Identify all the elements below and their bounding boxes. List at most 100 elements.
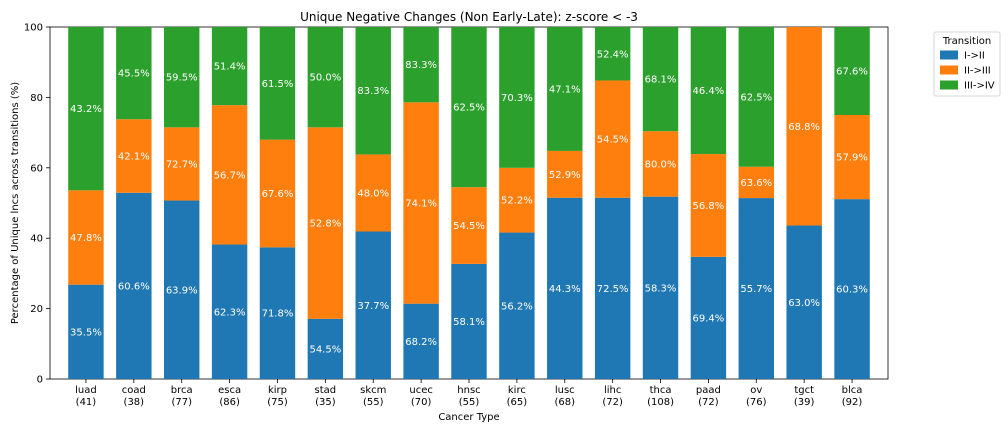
x-tick-label: blca: [842, 385, 863, 396]
bar-data-label: 52.9%: [549, 170, 581, 181]
bar-data-label: 47.1%: [549, 84, 581, 95]
bar-segment-coad-s1: [116, 119, 152, 193]
bar-segment-thca-s1: [642, 131, 679, 197]
bar-data-label: 62.5%: [453, 103, 485, 114]
bar-data-label: 67.6%: [836, 67, 868, 78]
bar-data-label: 58.3%: [645, 283, 677, 294]
bar-data-label: 50.0%: [309, 73, 341, 84]
x-axis: luad(41) coad(38) brca(77) esca(86) kirp(75)…: [75, 379, 862, 408]
bar-data-label: 42.1%: [118, 152, 150, 163]
bar-data-label: 52.8%: [309, 219, 341, 230]
bar-data-label: 62.3%: [214, 307, 246, 318]
x-tick-label: coad: [122, 385, 146, 396]
x-tick-count-label: (72): [698, 397, 719, 408]
bar-data-label: 83.3%: [357, 86, 389, 97]
bar-segment-tgct-s1: [786, 27, 822, 226]
x-axis-label: Cancer Type: [438, 412, 499, 423]
x-tick-count-label: (92): [842, 397, 863, 408]
bar-segment-lusc-s0: [547, 197, 583, 379]
bar-data-label: 63.6%: [740, 178, 772, 189]
bar-data-label: 71.8%: [262, 309, 294, 320]
bar-segment-brca-s2: [163, 27, 200, 128]
x-tick-count-label: (75): [267, 397, 288, 408]
x-tick-count-label: (41): [76, 397, 97, 408]
y-tick-label: 0: [37, 375, 43, 386]
x-tick-label: thca: [650, 385, 672, 396]
bar-segment-lihc-s0: [594, 197, 631, 379]
x-tick-label: paad: [696, 385, 721, 396]
legend-title: Transition: [942, 36, 991, 47]
legend-entry-label: III->IV: [964, 81, 995, 92]
bar-data-label: 62.5%: [740, 92, 772, 103]
bar-segment-kirc-s2: [499, 27, 535, 168]
bar-data-label: 56.7%: [214, 170, 246, 181]
bar-data-label: 45.5%: [118, 69, 150, 80]
bar-segment-kirp-s2: [259, 27, 296, 140]
bar-data-label: 69.4%: [693, 313, 725, 324]
bar-segment-brca-s0: [163, 200, 200, 379]
y-tick-label: 60: [30, 163, 43, 174]
x-tick-label: esca: [218, 385, 241, 396]
bar-data-label: 56.2%: [501, 301, 533, 312]
bar-data-label: 52.2%: [501, 196, 533, 207]
x-tick-count-label: (55): [363, 397, 384, 408]
legend-swatch-0: [940, 50, 958, 60]
y-tick-label: 40: [30, 234, 43, 245]
bar-segment-kirp-s1: [259, 139, 296, 248]
bar-data-label: 35.5%: [70, 327, 102, 338]
bar-segment-skcm-s2: [355, 27, 391, 155]
bar-segment-skcm-s0: [355, 231, 391, 379]
y-axis-label: Percentage of Unique lncs across transit…: [10, 82, 21, 324]
bar-segment-luad-s0: [68, 284, 104, 379]
bar-data-label: 70.3%: [501, 93, 533, 104]
bar-segment-lihc-s1: [594, 80, 631, 198]
x-tick-label: kirp: [268, 385, 287, 396]
x-tick-count-label: (70): [411, 397, 432, 408]
bar-segment-ov-s1: [738, 166, 775, 199]
bar-segment-hnsc-s0: [451, 263, 487, 379]
bar-data-label: 51.4%: [214, 62, 246, 73]
y-axis: 0 20 40 60 80 100: [24, 23, 50, 386]
bar-segment-stad-s1: [307, 127, 344, 319]
bar-segment-ov-s2: [738, 27, 775, 167]
bar-segment-blca-s0: [834, 199, 870, 379]
x-tick-label: lusc: [555, 385, 575, 396]
bar-data-label: 52.4%: [597, 49, 629, 60]
bar-data-label: 55.7%: [740, 284, 772, 295]
bar-data-label: 44.3%: [549, 284, 581, 295]
bar-segment-luad-s1: [68, 190, 104, 285]
bar-data-label: 60.6%: [118, 281, 150, 292]
x-tick-label: brca: [171, 385, 193, 396]
x-tick-label: ucec: [409, 385, 433, 396]
x-tick-label: stad: [315, 385, 337, 396]
bar-data-label: 54.5%: [597, 135, 629, 146]
bar-data-label: 58.1%: [453, 317, 485, 328]
bar-data-label: 72.5%: [597, 284, 629, 295]
bar-data-label: 60.3%: [836, 285, 868, 296]
bar-segment-ucec-s0: [403, 303, 439, 379]
bar-segment-blca-s1: [834, 115, 870, 200]
bar-data-label: 63.9%: [166, 285, 198, 296]
y-tick-label: 20: [30, 304, 43, 315]
bar-data-label: 59.5%: [166, 73, 198, 84]
x-tick-count-label: (77): [171, 397, 192, 408]
legend-swatch-1: [940, 65, 958, 75]
bar-data-label: 67.6%: [262, 189, 294, 200]
bars-layer: 35.5% 47.8% 43.2% 60.6% 42.1% 45.5% 63.9% 72.7%…: [68, 27, 870, 379]
bar-segment-lusc-s2: [547, 27, 583, 151]
x-tick-label: kirc: [508, 385, 526, 396]
x-tick-label: lihc: [604, 385, 621, 396]
bar-data-label: 61.5%: [262, 79, 294, 90]
x-tick-count-label: (76): [746, 397, 767, 408]
bar-data-label: 43.2%: [70, 104, 102, 115]
bar-segment-lihc-s2: [594, 27, 631, 81]
bar-data-label: 54.5%: [453, 221, 485, 232]
legend-entry-label: II->III: [964, 66, 991, 77]
legend-entry-label: I->II: [964, 51, 985, 62]
x-tick-label: skcm: [360, 385, 386, 396]
y-tick-label: 100: [24, 23, 43, 34]
bar-data-label: 74.1%: [405, 199, 437, 210]
bar-data-label: 68.8%: [788, 122, 820, 133]
